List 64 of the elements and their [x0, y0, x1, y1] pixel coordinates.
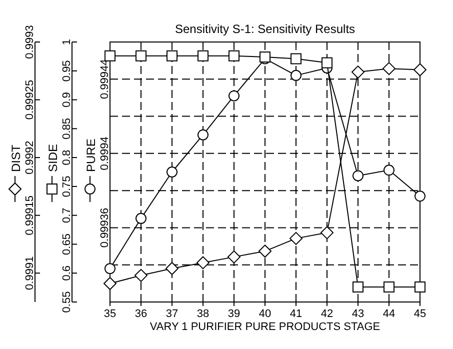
point — [196, 256, 210, 270]
chart-title: Sensitivity S-1: Sensitivity Results — [174, 22, 356, 36]
point — [104, 263, 116, 274]
x-axis-title: VARY 1 PURIFIER PURE PRODUCTS STAGE — [150, 321, 380, 333]
point — [228, 50, 240, 62]
point — [290, 53, 302, 64]
y3-axis-title: DIST — [9, 144, 23, 172]
point — [384, 164, 394, 176]
point — [228, 90, 240, 102]
x-tick-label: 38 — [196, 308, 210, 320]
point — [228, 250, 240, 264]
y2-tick-label: 0.55 — [61, 291, 73, 313]
point — [104, 277, 116, 290]
y-tick-label: 0.99944 — [99, 59, 111, 100]
point — [134, 268, 148, 282]
y2-tick-label: 0.7 — [61, 208, 73, 223]
point — [352, 66, 364, 79]
x-tick-label: 44 — [382, 308, 396, 320]
point — [322, 57, 332, 68]
y2-tick-label: 1 — [61, 38, 73, 46]
point — [166, 166, 178, 178]
x-tick-label: 43 — [352, 308, 364, 320]
point — [136, 50, 146, 62]
y-axis-title: PURE — [84, 138, 98, 172]
y3-tick-label: 0.9993 — [24, 25, 36, 59]
x-tick-label: 41 — [290, 308, 302, 320]
x-tick-label: 35 — [104, 308, 116, 320]
y2-tick-label: 0.85 — [61, 118, 73, 140]
x-tick-label: 39 — [228, 308, 240, 320]
point — [198, 50, 208, 62]
point — [166, 50, 178, 62]
point — [258, 244, 272, 258]
x-tick-label: 40 — [258, 308, 272, 320]
y2-axis-title: SIDE — [46, 144, 60, 172]
x-tick-label: 37 — [166, 308, 178, 320]
y2-tick-label: 0.8 — [61, 150, 73, 166]
y2-tick-label: 0.65 — [61, 234, 73, 255]
point — [136, 212, 146, 224]
y3-tick-label: 0.99915 — [24, 195, 36, 236]
point — [352, 170, 364, 182]
point — [414, 63, 426, 76]
point — [198, 129, 208, 140]
point — [320, 226, 334, 240]
point — [414, 281, 426, 292]
y2-tick-label: 0.9 — [61, 92, 73, 108]
y3-tick-label: 0.9991 — [24, 256, 36, 290]
x-tick-label: 42 — [320, 308, 334, 320]
point — [414, 190, 426, 202]
y2-tick-label: 0.95 — [61, 60, 73, 82]
point — [166, 262, 178, 275]
point — [384, 281, 394, 292]
x-tick-label: 36 — [134, 308, 148, 320]
point — [104, 50, 116, 62]
point — [352, 281, 364, 292]
y-tick-label: 0.9994 — [99, 136, 111, 170]
y-tick-label: 0.99936 — [99, 208, 111, 248]
y2-tick-label: 0.6 — [61, 265, 73, 281]
point — [290, 232, 302, 245]
x-tick-label: 45 — [414, 308, 426, 320]
y3-tick-label: 0.99925 — [24, 80, 36, 120]
y2-tick-label: 0.75 — [61, 176, 73, 198]
point — [382, 62, 396, 76]
point — [290, 70, 302, 81]
y3-tick-label: 0.9992 — [24, 140, 36, 174]
